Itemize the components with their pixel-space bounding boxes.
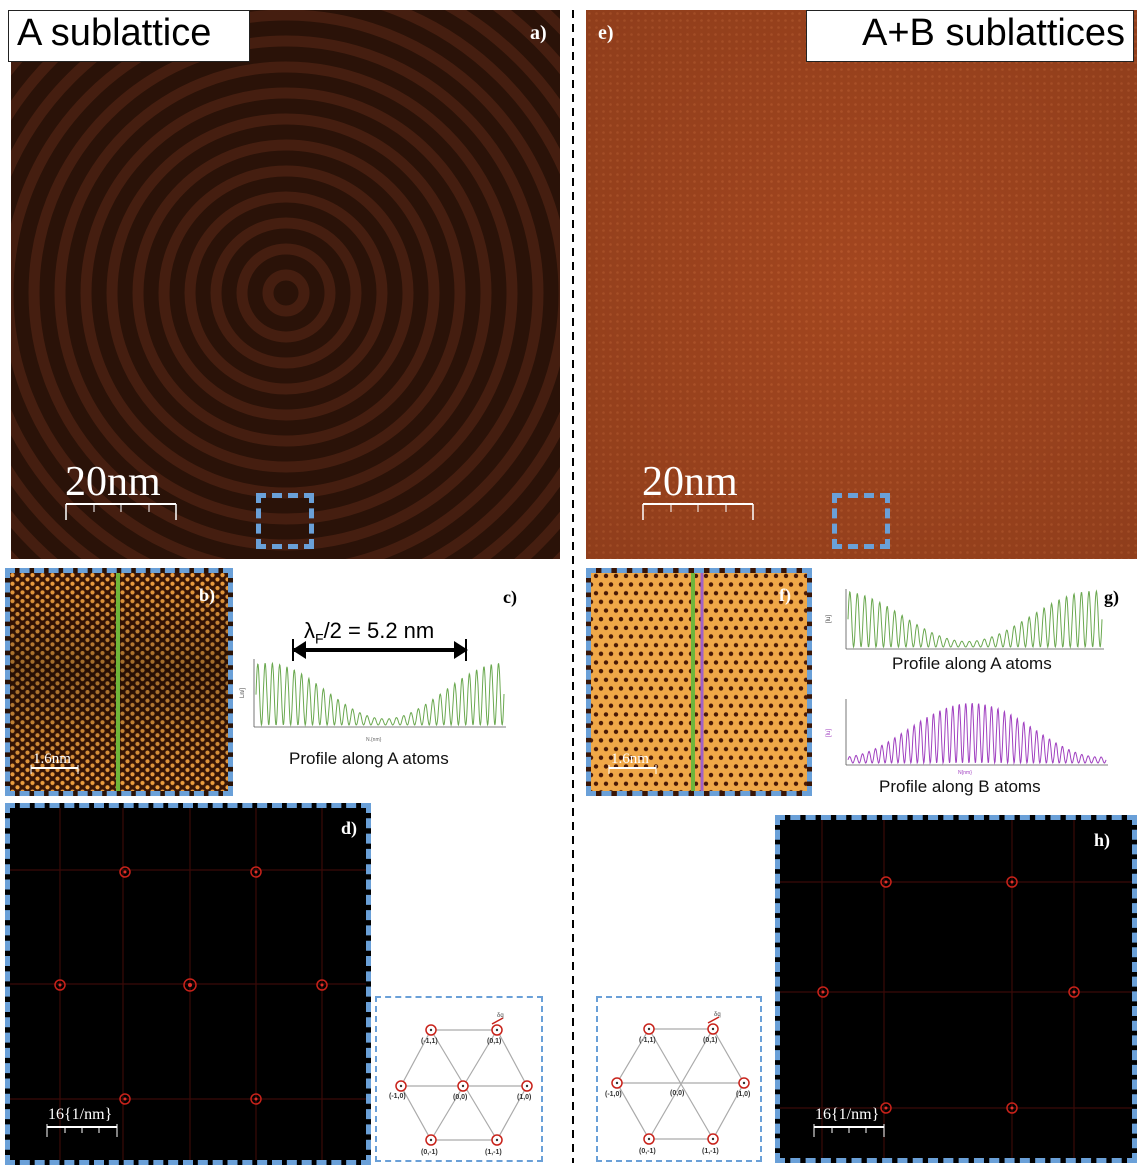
fft-spot (119, 1093, 131, 1105)
ring (106, 113, 466, 473)
svg-text:δq: δq (714, 1012, 721, 1018)
svg-text:Ln/]: Ln/] (240, 688, 246, 698)
right-title: A+B sublattices (806, 10, 1134, 62)
ring (132, 139, 440, 447)
lattice-label: (0,1) (487, 1038, 501, 1045)
panel-c-annotation: λF/2 = 5.2 nm (304, 618, 435, 647)
center-divider (572, 10, 574, 1163)
svg-text:[lu]: [lu] (826, 615, 832, 623)
svg-text:N.{nm}: N.{nm} (366, 737, 382, 743)
panel-e-label: e) (598, 22, 614, 44)
fft-spot (183, 978, 197, 992)
panel-g-profile-a-plot: [lu] (826, 589, 1104, 650)
left-lattice-diagram: δq (-1,1) (0,1) (-1,0) (0,0) (1,0) (0,-1… (375, 996, 543, 1162)
ring (210, 217, 362, 369)
panel-c-wavelength-arrow (292, 639, 468, 661)
panel-g-caption-a: Profile along A atoms (892, 654, 1052, 673)
svg-text:N{nm}: N{nm} (958, 770, 972, 775)
svg-text:δq: δq (497, 1013, 504, 1019)
panel-c-profile-plot: Ln/] N.{nm} (240, 659, 506, 743)
svg-text:[lu]: [lu] (826, 729, 832, 737)
panel-h-label: h) (1094, 830, 1111, 850)
fft-spot (817, 986, 829, 998)
panel-f-scale-bar (608, 765, 657, 774)
panel-f-scale-label: 1.6nm (611, 751, 649, 767)
panel-b-label: b) (199, 585, 216, 605)
panel-f-label: f) (779, 585, 791, 605)
panel-g-label: g) (1104, 587, 1119, 607)
lattice-label: (1,-1) (702, 1148, 719, 1155)
panel-a-label: a) (530, 22, 547, 44)
panel-g-profile-a-line (847, 589, 1103, 649)
ring (158, 165, 414, 421)
panel-c-profile-line (255, 661, 505, 727)
panel-e-scale-bar (642, 503, 754, 520)
panel-g-profile-b-plot: [lu] N{nm} (826, 699, 1108, 775)
panel-h-scale-label: 16{1/nm} (815, 1106, 880, 1123)
panel-a-scale-label: 20nm (65, 459, 161, 505)
panel-d-frame (5, 803, 371, 1165)
panel-b-lattice (10, 573, 228, 791)
panel-f-frame (586, 568, 812, 796)
panel-e-texture (586, 10, 1137, 559)
fft-spot (1006, 1102, 1018, 1114)
lattice-label: (-1,0) (389, 1093, 406, 1100)
panel-e-image (586, 10, 1137, 559)
ring (262, 269, 310, 317)
ring (236, 243, 336, 343)
panel-b-scale-bar (30, 765, 79, 774)
lattice-label: (1,-1) (485, 1149, 502, 1156)
fft-spot (250, 866, 262, 878)
lattice-label: (1,0) (517, 1094, 531, 1101)
panel-d-scale-label: 16{1/nm} (48, 1106, 113, 1123)
lattice-label: (0,-1) (421, 1149, 438, 1156)
left-lattice-svg: δq (-1,1) (0,1) (-1,0) (0,0) (1,0) (0,-1… (389, 1013, 533, 1156)
panel-h-frame (775, 815, 1137, 1163)
lattice-label: (-1,1) (639, 1037, 656, 1044)
right-lattice-diagram: δq (-1,1) (0,1) (-1,0) (0,0) (1,0) (0,-1… (596, 996, 762, 1162)
fft-spot (880, 876, 892, 888)
panel-e-zoom-box (832, 493, 890, 549)
ring (11, 10, 560, 559)
panel-b-scale-label: 1.6nm (33, 751, 71, 767)
panel-h-scale-bar (813, 1124, 885, 1137)
ring (184, 191, 388, 395)
ring (54, 61, 518, 525)
panel-e-scale-label: 20nm (642, 459, 738, 505)
panel-d-fft (10, 808, 366, 1160)
panel-f-lattice (591, 573, 807, 791)
fft-spot (54, 979, 66, 991)
lattice-label: (0,0) (670, 1090, 684, 1097)
lattice-label: (0,1) (703, 1037, 717, 1044)
panel-h-fft (780, 820, 1132, 1158)
fft-spot (880, 1102, 892, 1114)
panel-d-label: d) (341, 818, 358, 838)
lattice-label: (0,-1) (639, 1148, 656, 1155)
lattice-label: (-1,1) (421, 1038, 438, 1045)
lattice-label: (-1,0) (605, 1091, 622, 1098)
lattice-label: (0,0) (453, 1094, 467, 1101)
fft-spot (1068, 986, 1080, 998)
fft-spot (316, 979, 328, 991)
panel-c-caption: Profile along A atoms (289, 749, 449, 768)
right-lattice-svg: δq (-1,1) (0,1) (-1,0) (0,0) (1,0) (0,-1… (605, 1012, 750, 1155)
panel-a-scale-bar (65, 503, 177, 520)
fft-spot (250, 1093, 262, 1105)
panel-c-label: c) (503, 587, 517, 607)
panel-d-scale-bar (46, 1124, 118, 1137)
fft-spot (119, 866, 131, 878)
panel-b-frame (5, 568, 233, 796)
panel-a-zoom-box (256, 493, 314, 549)
panel-g-caption-b: Profile along B atoms (879, 777, 1041, 796)
left-title: A sublattice (8, 10, 250, 62)
fft-spot (1006, 876, 1018, 888)
panel-g-profile-b-line (847, 703, 1107, 765)
lattice-label: (1,0) (736, 1091, 750, 1098)
